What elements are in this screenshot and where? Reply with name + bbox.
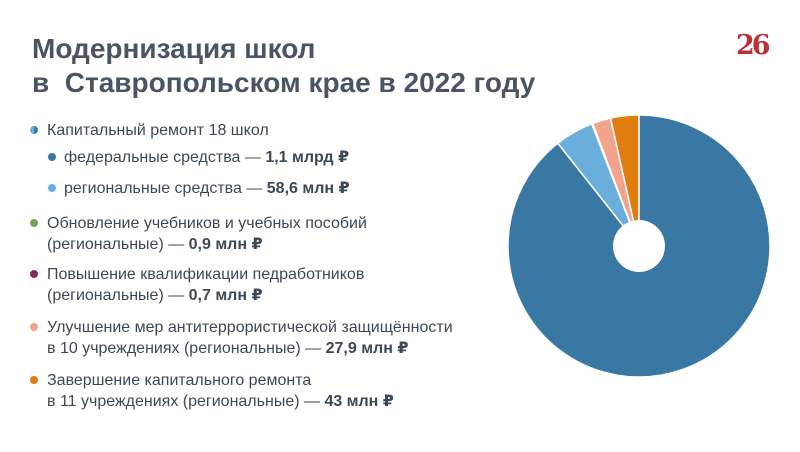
logo-26: 26 — [736, 30, 771, 61]
half-blue-bullet-icon — [30, 126, 38, 134]
legend-label: Обновление учебников и учебных пособий — [47, 215, 367, 232]
legend-label-line2: в 10 учреждениях (региональные) — 27,9 м… — [47, 340, 409, 357]
legend-bullet-icon — [30, 323, 38, 331]
donut-hole — [613, 220, 665, 272]
legend-label-line2: (региональные) — 0,7 млн ₽ — [47, 287, 263, 304]
legend-bullet-icon — [30, 270, 38, 278]
legend-item-capital-repair: Капитальный ремонт 18 школ — [30, 120, 269, 141]
legend-label: Завершение капитального ремонта — [47, 372, 312, 389]
legend-label: Капитальный ремонт 18 школ — [47, 122, 269, 139]
page-title: Модернизация школ в Ставропольском крае … — [32, 32, 535, 100]
legend-bullet-icon — [30, 219, 38, 227]
legend-label: Повышение квалификации педработников — [47, 266, 365, 283]
title-line-2: в Ставропольском крае в 2022 году — [32, 67, 536, 98]
legend-label-line2: (региональные) — 0,9 млн ₽ — [47, 236, 263, 253]
legend-item-textbooks: Обновление учебников и учебных пособий (… — [30, 213, 367, 255]
legend-bullet-icon — [48, 153, 56, 161]
legend-label-line2: в 11 учреждениях (региональные) — 43 млн… — [47, 393, 394, 410]
legend-item-qualification: Повышение квалификации педработников (ре… — [30, 264, 364, 306]
legend-label: Улучшение мер антитеррористической защищ… — [47, 319, 453, 336]
title-line-1: Модернизация школ — [32, 33, 316, 64]
legend-label: региональные средства — 58,6 млн ₽ — [64, 180, 350, 197]
legend-item-antiterror: Улучшение мер антитеррористической защищ… — [30, 317, 453, 359]
legend-bullet-icon — [30, 376, 38, 384]
legend-item-regional: региональные средства — 58,6 млн ₽ — [48, 178, 350, 199]
legend-bullet-icon — [48, 184, 56, 192]
legend-label: федеральные средства — 1,1 млрд ₽ — [64, 149, 350, 166]
donut-chart — [507, 114, 771, 378]
legend-item-repair-completion: Завершение капитального ремонта в 11 учр… — [30, 370, 394, 412]
legend-item-federal: федеральные средства — 1,1 млрд ₽ — [48, 147, 349, 168]
